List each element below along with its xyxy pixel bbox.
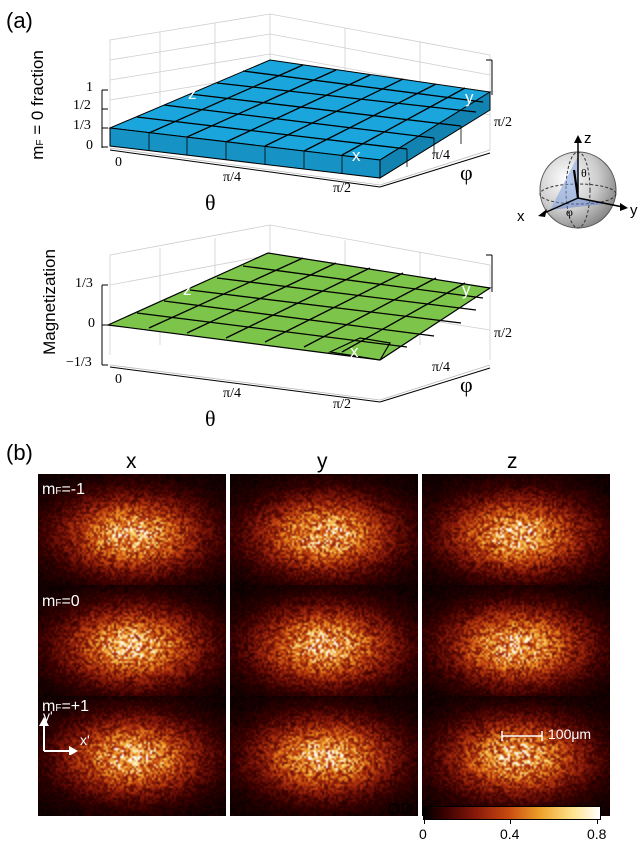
bottom-phi-title: φ <box>460 372 473 397</box>
top-ztick-0: 0 <box>86 138 93 153</box>
row-label-mf-plus1: mF=+1 <box>42 698 90 715</box>
absorption-image <box>230 696 418 816</box>
bloch-sphere-diagram <box>538 135 628 229</box>
colorbar-tick-0-8: 0.8 <box>587 826 607 842</box>
axis-y-prime-label: y' <box>43 708 53 724</box>
absorption-image <box>230 474 418 594</box>
top-theta-tick-pi4: π/4 <box>223 170 241 185</box>
axis-x-prime-label: x' <box>80 732 90 748</box>
colorbar-label: OD <box>388 801 412 818</box>
absorption-image <box>422 696 610 816</box>
top-ztick-third: 1/3 <box>73 118 91 133</box>
bottom-corner-y: y <box>462 280 471 299</box>
bottom-theta-tick-0: 0 <box>115 372 122 387</box>
sphere-z-label: z <box>584 130 592 147</box>
row-label-mf-minus1: mF=-1 <box>42 481 86 498</box>
bottom-corner-z: z <box>183 280 192 299</box>
magnetization-plot <box>101 224 493 403</box>
top-corner-z: z <box>188 84 197 103</box>
column-label-x: x <box>126 450 137 473</box>
absorption-image <box>422 474 610 594</box>
colorbar <box>423 806 601 820</box>
top-phi-tick-pi2: π/2 <box>494 115 512 130</box>
scale-bar <box>501 731 543 741</box>
top-corner-y: y <box>465 88 474 107</box>
top-theta-title: θ <box>205 190 216 215</box>
mf0-fraction-plot <box>101 13 493 188</box>
top-theta-tick-pi2: π/2 <box>333 181 351 196</box>
bottom-ztick-neg-third: −1/3 <box>66 355 92 370</box>
bottom-y-axis-label: Magnetization <box>39 249 59 355</box>
top-ztick-half: 1/2 <box>73 98 91 113</box>
top-y-axis-label: mF = 0 fraction <box>27 50 47 160</box>
absorption-image <box>422 585 610 705</box>
absorption-image <box>230 585 418 705</box>
bottom-theta-tick-pi2: π/2 <box>333 397 351 412</box>
sphere-x-label: x <box>517 208 525 225</box>
panel-a-plots <box>101 13 628 403</box>
bottom-corner-x: x <box>350 342 359 361</box>
row-label-mf-0: mF=0 <box>42 593 80 610</box>
top-corner-x: x <box>352 146 361 165</box>
bottom-theta-tick-pi4: π/4 <box>223 386 241 401</box>
absorption-image <box>38 696 226 816</box>
bottom-ztick-third: 1/3 <box>75 276 93 291</box>
image-axes-indicator <box>39 717 78 755</box>
panel-b-label: (b) <box>6 440 33 465</box>
top-theta-tick-0: 0 <box>115 155 122 170</box>
top-ztick-1: 1 <box>86 80 93 95</box>
absorption-image <box>38 585 226 705</box>
sphere-y-label: y <box>630 202 638 219</box>
colorbar-tick-0: 0 <box>419 826 427 842</box>
column-label-z: z <box>507 450 518 473</box>
scale-bar-label: 100μm <box>548 726 592 742</box>
sphere-phi-label: φ <box>566 205 573 219</box>
top-phi-title: φ <box>460 160 473 185</box>
colorbar-tick-0-4: 0.4 <box>500 826 520 842</box>
sphere-theta-label: θ <box>581 166 587 180</box>
bottom-ztick-0: 0 <box>88 316 95 331</box>
bottom-phi-tick-pi2: π/2 <box>494 326 512 341</box>
top-phi-tick-pi4: π/4 <box>432 148 450 163</box>
column-label-y: y <box>317 450 328 473</box>
panel-a-label: (a) <box>6 8 33 33</box>
bottom-phi-tick-pi4: π/4 <box>432 360 450 375</box>
bottom-theta-title: θ <box>205 406 216 431</box>
absorption-image <box>38 474 226 594</box>
